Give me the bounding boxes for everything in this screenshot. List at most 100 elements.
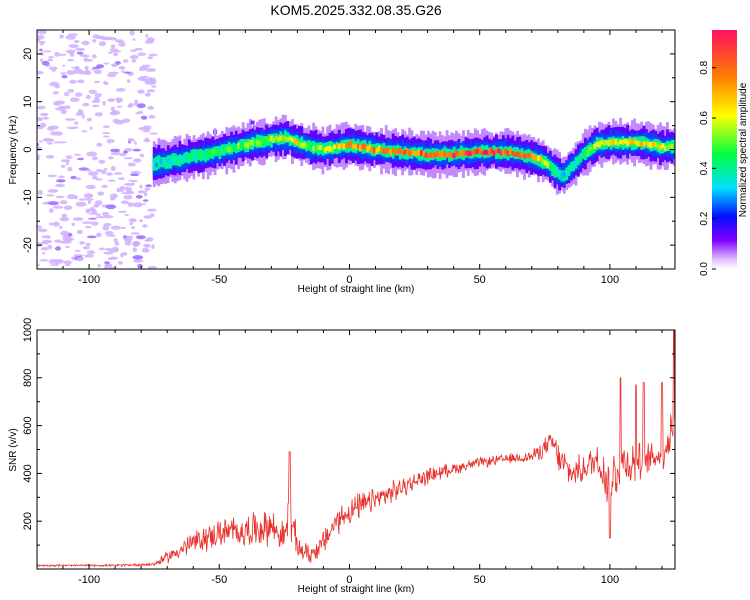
noise-speckle [149,132,159,135]
noise-speckle [127,138,135,142]
noise-speckle [135,194,143,199]
spectrogram-cell [473,148,477,155]
spectrogram-cell [359,145,362,151]
spectrogram-cell [584,149,587,155]
noise-speckle [65,155,73,160]
y-tick-label: -10 [22,189,34,205]
spectrogram-cell [649,142,653,148]
noise-speckle [144,40,154,44]
noise-speckle [52,205,64,209]
noise-speckle [147,105,155,110]
spectrogram-cell [546,161,550,169]
noise-speckle [108,257,113,260]
noise-speckle [37,225,43,229]
spectrogram-cell [380,147,383,152]
spectrogram-cell [274,136,278,141]
noise-speckle [40,112,49,117]
noise-speckle [37,263,40,267]
noise-speckle [100,169,107,175]
y-tick-label: 0 [22,146,34,152]
noise-speckle [128,218,137,223]
noise-speckle [139,219,143,223]
noise-speckle [120,226,126,230]
noise-speckle [60,159,71,163]
noise-speckle [123,183,135,186]
noise-speckle [119,188,124,193]
spectrogram-cell [286,136,290,142]
spectrogram-cell [570,165,573,172]
noise-speckle [132,255,144,260]
spectrogram-cell [607,139,611,146]
noise-speckle [57,53,67,56]
noise-speckle [139,153,145,158]
noise-speckle [65,118,76,121]
spectrogram-cell [520,151,524,157]
noise-speckle [69,79,77,84]
noise-speckle [59,216,70,222]
noise-speckle [102,132,111,135]
noise-speckle [124,240,132,246]
spectrogram-cell [645,140,648,145]
noise-speckle [108,248,119,253]
noise-speckle [139,184,143,189]
spectrogram-cell [623,138,627,144]
spectrogram-cell [305,143,308,149]
spectrogram-cell [450,153,454,159]
noise-speckle [145,34,149,38]
noise-speckle [122,237,132,240]
noise-speckle [46,194,55,197]
noise-speckle [114,119,125,125]
figure-title: KOM5.2025.332.08.35.G26 [270,2,441,18]
noise-speckle [67,89,75,93]
spectrogram-cell [284,136,287,141]
spectrogram-cell [431,152,435,158]
noise-speckle [148,68,156,72]
noise-speckle [109,111,119,116]
x-tick-label: -100 [78,574,100,586]
noise-speckle [39,122,47,128]
spectrogram-cell [445,148,449,158]
noise-speckle [122,59,129,63]
noise-speckle [144,239,152,242]
noise-speckle [60,72,67,75]
spectrogram-cell [270,135,273,142]
noise-speckle [113,237,118,244]
spectrogram-cell [241,142,245,149]
spectrogram-cell [612,139,615,146]
noise-speckle [145,249,150,253]
y-tick-label: 600 [22,416,34,434]
spectrogram-cell [443,151,447,157]
spectrogram-cell [565,170,569,175]
spectrogram-cell [204,153,208,159]
x-tick-label: 50 [474,574,486,586]
noise-speckle [54,84,60,89]
noise-speckle [78,198,88,201]
spectrogram-cell [375,147,379,154]
noise-speckle [132,202,143,208]
spectrogram-y-label: Frequency (Hz) [8,116,19,185]
spectrogram-cell [246,142,250,149]
noise-speckle [132,259,144,263]
noise-speckle [102,125,110,129]
spectrogram-cell [412,150,416,156]
spectrogram-cell [605,140,608,145]
spectrogram-cell [438,151,442,158]
noise-speckle [95,178,103,181]
noise-speckle [98,247,105,251]
noise-speckle [123,235,127,239]
colorbar-ticks: 0.0 0.2 0.4 0.6 0.8 [699,60,716,276]
noise-speckle [74,92,83,97]
noise-speckle [87,199,92,205]
noise-speckle [40,247,49,251]
noise-speckle [108,156,114,160]
spectrogram-cell [162,159,165,165]
noise-speckle [103,82,109,85]
noise-speckle [91,175,98,180]
spectrogram-cell [405,148,409,155]
spectrogram-cell [560,172,564,179]
noise-speckle [76,51,84,55]
noise-speckle [39,259,49,262]
noise-speckle [97,264,101,268]
spectrogram-cell [436,150,440,157]
spectrogram-x-label: Height of straight line (km) [298,284,415,295]
